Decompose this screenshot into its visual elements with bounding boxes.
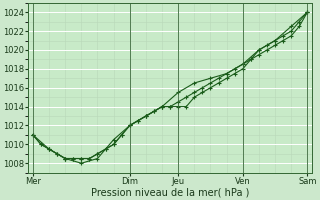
X-axis label: Pression niveau de la mer( hPa ): Pression niveau de la mer( hPa ) [91, 187, 249, 197]
